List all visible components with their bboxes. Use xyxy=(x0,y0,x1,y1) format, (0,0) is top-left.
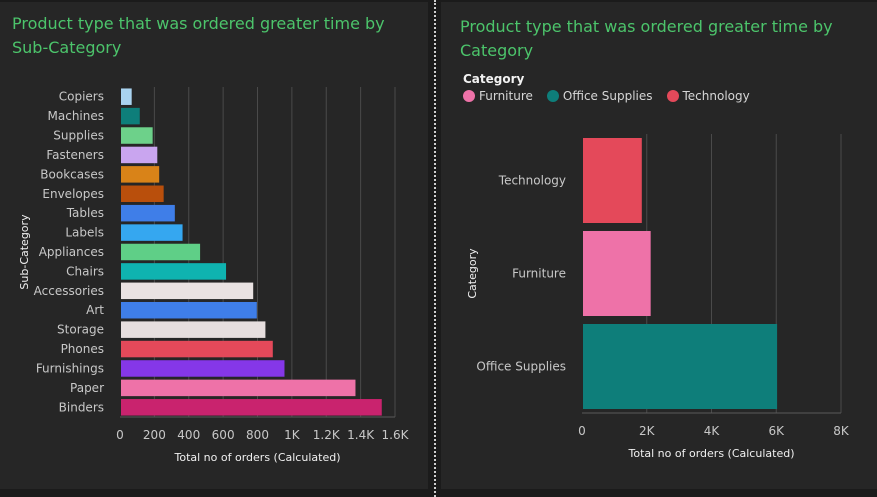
bar-binders[interactable] xyxy=(121,399,382,416)
bar-furniture[interactable] xyxy=(583,231,651,316)
category-bar-chart: Technology Furniture Office Supplies 0 2K 4K 6… xyxy=(466,134,850,460)
category-label-technology: Technology xyxy=(498,174,566,188)
category-label-binders: Binders xyxy=(59,400,104,414)
legend-item-technology[interactable]: Technology xyxy=(666,89,750,103)
bar-envelopes[interactable] xyxy=(121,185,164,203)
x-tick-label: 1.2K xyxy=(313,428,341,442)
x-axis-title: Total no of orders (Calculated) xyxy=(174,451,341,464)
y-axis-title: Category xyxy=(466,248,479,299)
category-label-copiers: Copiers xyxy=(59,90,104,104)
legend-label-office-supplies: Office Supplies xyxy=(562,89,653,103)
x-tick-label: 0 xyxy=(578,424,586,438)
bar-bookcases[interactable] xyxy=(121,166,160,183)
subcategory-chart-panel: Product type that was ordered greater ti… xyxy=(0,2,428,489)
category-label-phones: Phones xyxy=(61,342,104,356)
x-tick-label: 200 xyxy=(143,428,166,442)
subcategory-bar-chart: Copiers Machines Supplies Fasteners Bookcase… xyxy=(18,87,410,464)
x-tick-label: 4K xyxy=(704,424,721,438)
category-chart-title: Product type that was ordered greater ti… xyxy=(460,17,833,60)
bar-copiers[interactable] xyxy=(121,88,132,105)
bar-furnishings[interactable] xyxy=(121,360,285,377)
legend-swatch-furniture xyxy=(463,90,475,102)
bar-art[interactable] xyxy=(121,301,257,319)
legend-swatch-office-supplies xyxy=(546,90,559,102)
category-label-supplies: Supplies xyxy=(53,129,104,143)
bar-paper[interactable] xyxy=(121,379,356,397)
x-tick-label: 8K xyxy=(833,424,850,438)
category-label-storage: Storage xyxy=(57,323,104,337)
bar-tables[interactable] xyxy=(121,204,175,222)
bar-labels[interactable] xyxy=(121,224,183,241)
x-tick-label: 800 xyxy=(246,428,269,442)
x-tick-label: 1K xyxy=(284,428,301,442)
bar-supplies[interactable] xyxy=(121,127,153,144)
legend-item-furniture[interactable]: Furniture xyxy=(463,89,533,103)
bar-machines[interactable] xyxy=(121,107,140,125)
bar-accessories[interactable] xyxy=(121,282,254,300)
legend-swatch-technology xyxy=(666,90,679,102)
panel-divider xyxy=(434,0,436,497)
x-tick-label: 6K xyxy=(768,424,785,438)
category-label-chairs: Chairs xyxy=(66,264,104,278)
x-tick-label: 1.4K xyxy=(347,428,375,442)
legend-item-office-supplies[interactable]: Office Supplies xyxy=(546,89,653,103)
category-label-tables: Tables xyxy=(66,206,104,220)
category-label-bookcases: Bookcases xyxy=(40,167,104,181)
bar-technology[interactable] xyxy=(583,138,642,223)
category-label-appliances: Appliances xyxy=(39,245,104,259)
category-label-furnishings: Furnishings xyxy=(36,361,104,375)
x-tick-label: 2K xyxy=(639,424,656,438)
category-label-fasteners: Fasteners xyxy=(46,148,104,162)
x-tick-label: 1.6K xyxy=(382,428,410,442)
x-tick-label: 400 xyxy=(177,428,200,442)
bar-chairs[interactable] xyxy=(121,263,227,280)
x-tick-label: 0 xyxy=(116,428,124,442)
category-label-art: Art xyxy=(86,303,104,317)
category-chart-panel: Product type that was ordered greater ti… xyxy=(441,2,877,489)
category-legend: Furniture Office Supplies Technology xyxy=(463,89,750,103)
subcategory-chart-title: Product type that was ordered greater ti… xyxy=(12,14,385,57)
y-axis-title: Sub-Category xyxy=(18,214,31,290)
x-axis-title: Total no of orders (Calculated) xyxy=(628,447,795,460)
legend-title: Category xyxy=(463,72,525,86)
bar-phones[interactable] xyxy=(121,340,273,358)
category-label-office-supplies: Office Supplies xyxy=(476,360,566,374)
category-label-envelopes: Envelopes xyxy=(42,187,104,201)
bar-office-supplies[interactable] xyxy=(583,324,778,409)
category-label-labels: Labels xyxy=(65,226,104,240)
legend-label-furniture: Furniture xyxy=(479,89,533,103)
category-label-furniture: Furniture xyxy=(512,267,566,281)
bar-appliances[interactable] xyxy=(121,243,201,261)
category-label-machines: Machines xyxy=(48,109,104,123)
legend-label-technology: Technology xyxy=(682,89,750,103)
category-label-paper: Paper xyxy=(70,381,104,395)
x-tick-label: 600 xyxy=(212,428,235,442)
bar-storage[interactable] xyxy=(121,321,266,338)
bar-fasteners[interactable] xyxy=(121,146,158,164)
category-label-accessories: Accessories xyxy=(34,284,104,298)
